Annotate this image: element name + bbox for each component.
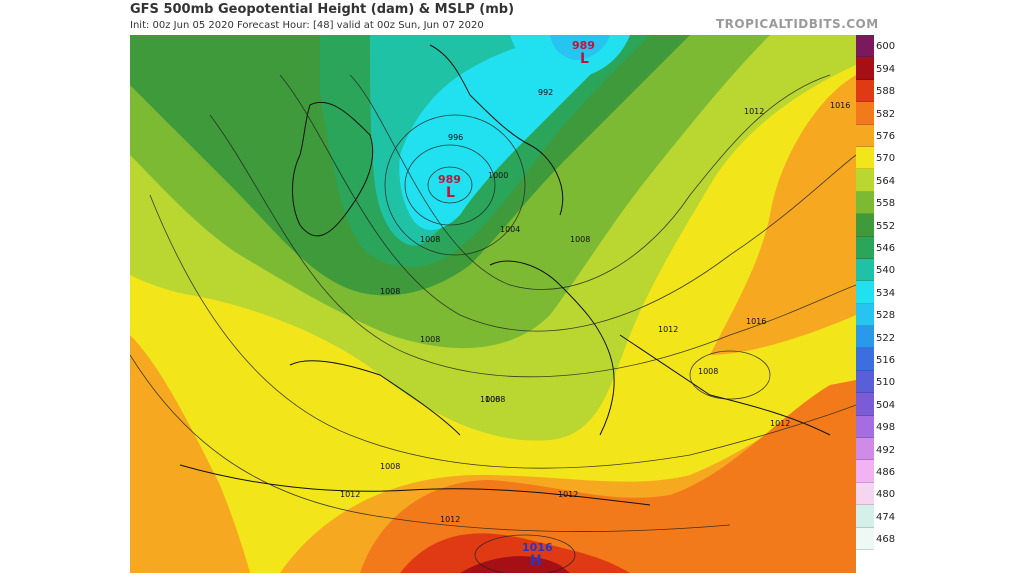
colorbar-label: 468	[876, 534, 896, 546]
colorbar-label: 480	[876, 489, 896, 501]
isobar-label: 1012	[744, 107, 765, 116]
isobar-label: 1016	[746, 317, 767, 326]
band-588-south	[400, 533, 630, 573]
isobar-label: 992	[538, 88, 554, 97]
colorbar-cell	[856, 415, 874, 439]
band-528-scan	[550, 35, 610, 60]
pressure-low-north-sea-marker: L	[446, 185, 455, 201]
coastlines	[179, 44, 831, 506]
colorbar-cell	[856, 460, 874, 483]
colorbar-label: 504	[876, 399, 896, 411]
isobar-label: 1008	[480, 395, 501, 404]
colorbar-cell	[856, 236, 874, 259]
colorbar-label: 492	[876, 444, 896, 456]
colorbar-label: 564	[876, 175, 896, 187]
pressure-high-sahara-marker: H	[530, 553, 542, 569]
colorbar-label: 594	[876, 63, 896, 75]
isobar-label: 996	[448, 133, 464, 142]
isobar-label: 1008	[485, 395, 506, 404]
page-subtitle: Init: 00z Jun 05 2020 Forecast Hour: [48…	[130, 20, 484, 31]
band-576-west	[130, 335, 250, 573]
pressure-high-sahara-value: 1016	[522, 541, 553, 554]
isobar-label: 1012	[440, 515, 461, 524]
isobar-label: 1008	[380, 287, 401, 296]
pressure-low-scandinavia-value: 989	[572, 39, 595, 52]
colorbar-cell	[856, 124, 874, 147]
colorbar-label: 516	[876, 355, 896, 366]
band-582-south	[360, 380, 856, 573]
colorbar-cell	[856, 281, 874, 304]
colorbar-cell	[856, 57, 874, 80]
weather-map[interactable]: 989 L 989 L 1016 H 992 996 1000 1004 100…	[130, 35, 856, 573]
isobar-label: 1008	[420, 335, 441, 344]
colorbar-cell	[856, 326, 874, 349]
colorbar-label: 474	[876, 511, 896, 523]
band-534-north	[399, 35, 630, 230]
isobar-label: 1012	[770, 419, 791, 428]
pressure-low-scandinavia-marker: L	[580, 51, 589, 67]
page-title: GFS 500mb Geopotential Height (dam) & MS…	[130, 2, 515, 17]
isobar-label: 1008	[698, 367, 719, 376]
colorbar	[856, 35, 874, 550]
colorbar-cell	[856, 370, 874, 394]
isobar-label: 1012	[558, 490, 579, 499]
colorbar-cell	[856, 393, 874, 416]
colorbar-label: 540	[876, 265, 896, 277]
colorbar-label: 498	[876, 422, 896, 434]
isobar-label: 1012	[658, 325, 679, 334]
colorbar-label: 552	[876, 220, 896, 232]
colorbar-cell	[856, 79, 874, 103]
colorbar-cell	[856, 169, 874, 192]
colorbar-cell	[856, 348, 874, 371]
colorbar-label: 546	[876, 243, 896, 254]
colorbar-label: 600	[876, 41, 896, 53]
colorbar-label: 522	[876, 332, 896, 344]
isobar-label: 1008	[420, 235, 441, 244]
colorbar-label: 570	[876, 153, 896, 165]
pressure-low-north-sea-value: 989	[438, 173, 461, 186]
colorbar-label: 582	[876, 108, 896, 120]
isobar-label: 1004	[500, 225, 521, 234]
colorbar-label: 510	[876, 377, 896, 389]
band-576-east	[710, 75, 856, 355]
colorbar-cell	[856, 214, 874, 237]
colorbar-label: 558	[876, 198, 896, 210]
band-594-south	[460, 556, 570, 573]
isobar-label: 1008	[380, 462, 401, 471]
colorbar-label: 576	[876, 131, 896, 142]
brand-logo[interactable]: TROPICALTIDBITS.COM	[716, 17, 879, 31]
isobar-label: 1008	[570, 235, 591, 244]
isobar-label: 1012	[340, 490, 361, 499]
colorbar-cell	[856, 146, 874, 170]
colorbar-cell	[856, 482, 874, 506]
colorbar-cell	[856, 303, 874, 327]
colorbar-label: 528	[876, 310, 896, 322]
colorbar-cell	[856, 527, 874, 550]
map-svg	[130, 35, 856, 573]
colorbar-cell	[856, 102, 874, 125]
colorbar-cell	[856, 35, 874, 58]
colorbar-cell	[856, 191, 874, 215]
isobar-label: 1000	[488, 171, 509, 180]
colorbar-cell	[856, 258, 874, 282]
colorbar-label: 588	[876, 86, 896, 98]
colorbar-label: 534	[876, 287, 896, 299]
isobar-label: 1016	[830, 101, 851, 110]
isobars	[130, 74, 856, 573]
colorbar-cell	[856, 505, 874, 528]
colorbar-cell	[856, 438, 874, 461]
colorbar-label: 486	[876, 467, 896, 478]
